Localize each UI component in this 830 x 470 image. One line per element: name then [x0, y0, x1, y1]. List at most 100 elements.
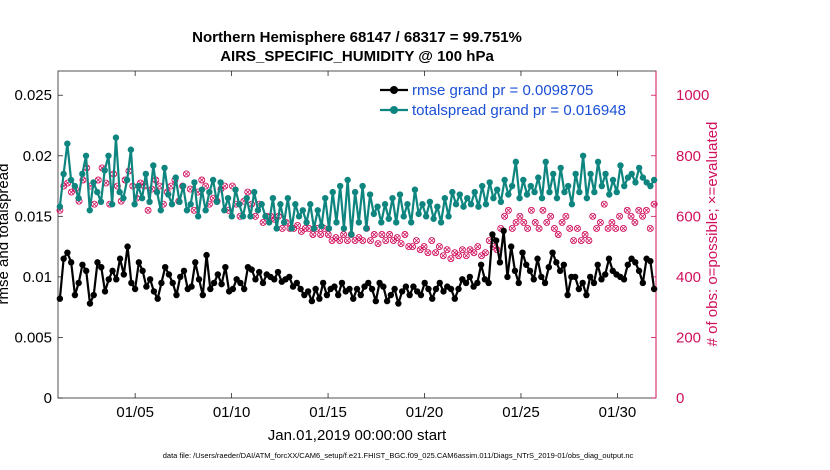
totalspread-point [269, 194, 277, 202]
rmse-point [240, 285, 248, 293]
totalspread-point [344, 176, 351, 184]
totalspread-point [594, 158, 602, 166]
totalspread-point [221, 207, 228, 214]
rmse-point [195, 276, 203, 283]
obs-possible-marker [113, 182, 121, 190]
obs-evaluated-marker [617, 213, 623, 219]
rmse-point [56, 295, 64, 302]
rmse-point [120, 271, 128, 278]
rmse-point [504, 273, 511, 281]
totalspread-point [56, 203, 64, 210]
totalspread-point [635, 164, 643, 172]
rmse-point [105, 276, 112, 283]
obs-possible-marker [428, 237, 436, 245]
obs-evaluated-marker [436, 244, 442, 250]
totalspread-point [546, 188, 553, 196]
rmse-point [101, 288, 109, 295]
totalspread-point [602, 170, 609, 178]
rmse-point [530, 276, 537, 283]
totalspread-point [284, 194, 292, 202]
rmse-point [199, 291, 206, 299]
totalspread-point [105, 152, 112, 159]
rmse-point [402, 283, 410, 290]
rmse-point [417, 291, 425, 299]
rmse-point [598, 276, 605, 283]
obs-possible-marker [504, 206, 512, 214]
obs-evaluated-marker [421, 244, 427, 250]
totalspread-point [366, 191, 374, 198]
obs-evaluated-marker [367, 238, 373, 244]
rmse-point [124, 243, 131, 250]
rmse-point [304, 288, 312, 295]
totalspread-point [355, 219, 363, 226]
obs-possible-marker [581, 231, 589, 238]
totalspread-point [183, 207, 191, 214]
totalspread-point [153, 188, 161, 196]
rmse-point [477, 261, 485, 268]
rmse-point [64, 249, 71, 256]
rmse-point [635, 267, 643, 275]
rmse-point [380, 283, 387, 290]
rmse-point [237, 279, 244, 287]
rmse-point [158, 279, 165, 287]
totalspread-point [523, 191, 531, 198]
rmse-point [368, 285, 376, 293]
totalspread-point [262, 213, 269, 220]
obs-possible-marker [520, 218, 528, 226]
x-tick-label: 01/05 [116, 404, 154, 421]
obs-evaluated-marker [325, 232, 331, 237]
rmse-point [406, 291, 413, 299]
totalspread-line [58, 136, 656, 236]
totalspread-point [224, 194, 232, 202]
obs-evaluated-marker [245, 189, 251, 195]
totalspread-point [426, 198, 434, 205]
totalspread-point [303, 219, 310, 226]
totalspread-point [389, 194, 396, 202]
rmse-point [564, 291, 571, 299]
rmse-point [214, 271, 222, 278]
obs-possible-marker [585, 237, 593, 245]
totalspread-point [531, 188, 538, 196]
totalspread-point [82, 152, 90, 159]
totalspread-point [572, 170, 579, 178]
rmse-point [620, 276, 628, 283]
obs-possible-marker [535, 224, 543, 232]
totalspread-point [120, 194, 127, 202]
rmse-point [256, 268, 263, 276]
obs-evaluated-marker [413, 238, 419, 244]
obs-possible-marker [294, 221, 302, 229]
totalspread-point [508, 182, 516, 190]
rmse-point [526, 267, 534, 275]
obs-evaluated-marker [306, 225, 312, 231]
totalspread-point [396, 191, 404, 198]
chart-subtitle: AIRS_SPECIFIC_HUMIDITY @ 100 hPa [220, 48, 494, 65]
y-tick-label: 0.025 [14, 87, 52, 104]
rmse-point [319, 279, 327, 287]
legend-spread-label: totalspread grand pr = 0.016948 [412, 102, 626, 119]
totalspread-point [258, 201, 265, 208]
obs-evaluated-marker [509, 225, 515, 231]
totalspread-point [561, 188, 568, 196]
obs-possible-marker [550, 224, 558, 232]
totalspread-point [482, 201, 490, 208]
rmse-point [632, 259, 639, 266]
totalspread-point [333, 219, 340, 226]
obs-possible-marker [370, 231, 378, 238]
obs-evaluated-marker [168, 183, 174, 189]
obs-evaluated-marker [383, 238, 389, 244]
obs-possible-marker [593, 224, 601, 232]
obs-possible-marker [424, 249, 432, 257]
rmse-point [496, 259, 504, 266]
obs-evaluated-marker [559, 219, 565, 225]
totalspread-point [628, 170, 635, 178]
rmse-point [538, 273, 545, 281]
obs-possible-marker [382, 237, 390, 245]
rmse-point [485, 279, 492, 287]
totalspread-point [146, 198, 153, 205]
obs-evaluated-marker [601, 201, 607, 207]
plot-area [57, 70, 657, 399]
x-tick-label: 01/20 [406, 404, 444, 421]
totalspread-point [553, 194, 561, 202]
totalspread-point [254, 207, 262, 214]
totalspread-point [176, 198, 183, 205]
